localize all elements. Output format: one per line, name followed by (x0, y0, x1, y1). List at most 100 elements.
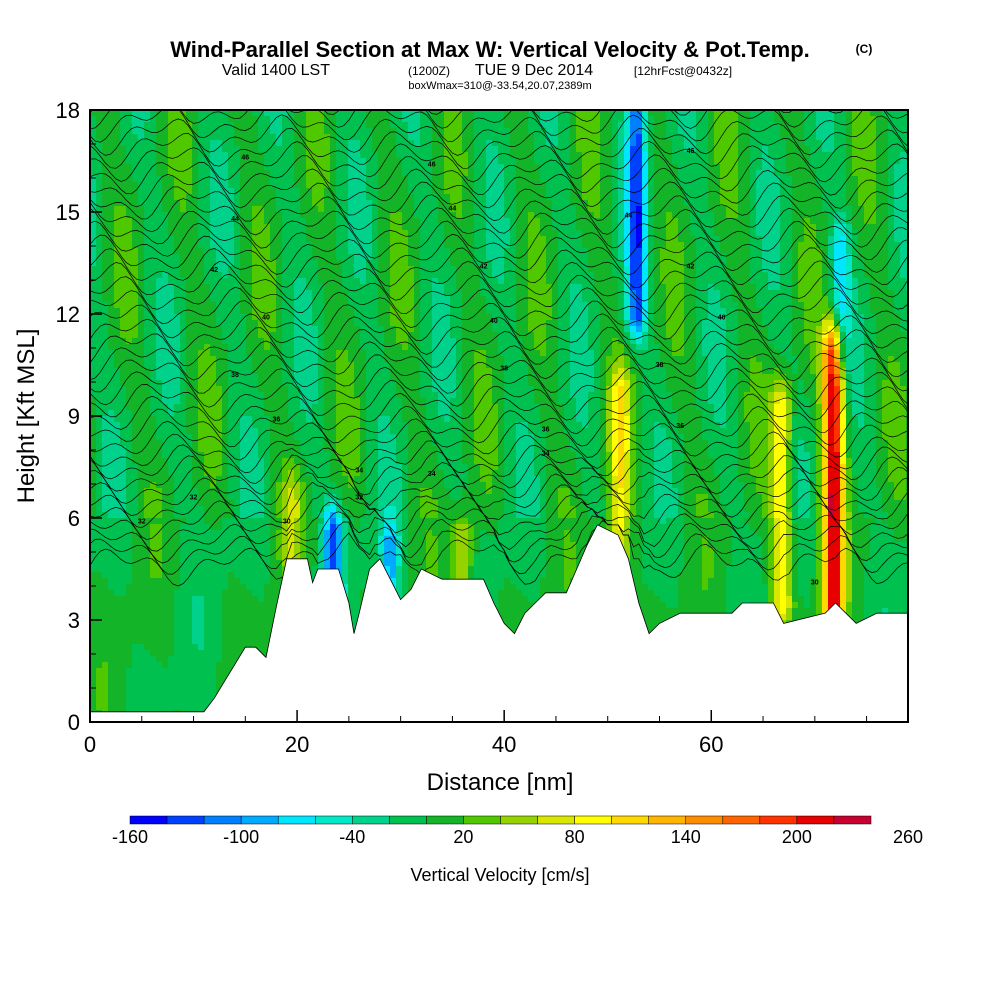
field-cell (336, 410, 343, 417)
field-cell (156, 188, 163, 195)
field-cell (216, 296, 223, 303)
field-cell (120, 644, 127, 651)
field-cell (132, 350, 139, 357)
field-cell (138, 500, 145, 507)
field-cell (156, 608, 163, 615)
field-cell (228, 338, 235, 345)
field-cell (288, 512, 295, 519)
field-cell (120, 170, 127, 177)
field-cell (252, 188, 259, 195)
field-cell (378, 380, 385, 387)
field-cell (360, 338, 367, 345)
field-cell (114, 632, 121, 639)
field-cell (150, 662, 157, 669)
field-cell (294, 410, 301, 417)
field-cell (120, 332, 127, 339)
field-cell (108, 272, 115, 279)
field-cell (348, 356, 355, 363)
field-cell (168, 572, 175, 579)
field-cell (222, 440, 229, 447)
field-cell (108, 656, 115, 663)
field-cell (294, 116, 301, 123)
field-cell (258, 152, 265, 159)
field-cell (264, 326, 271, 333)
field-cell (306, 524, 313, 531)
field-cell (102, 512, 109, 519)
field-cell (222, 314, 229, 321)
field-cell (132, 548, 139, 555)
field-cell (342, 410, 349, 417)
field-cell (246, 398, 253, 405)
field-cell (342, 578, 349, 585)
field-cell (216, 188, 223, 195)
field-cell (102, 116, 109, 123)
field-cell (174, 704, 181, 711)
field-cell (138, 422, 145, 429)
field-cell (192, 338, 199, 345)
field-cell (354, 422, 361, 429)
field-cell (216, 476, 223, 483)
field-cell (156, 206, 163, 213)
field-cell (360, 476, 367, 483)
field-cell (90, 308, 97, 315)
field-cell (210, 194, 217, 201)
field-cell (102, 230, 109, 237)
field-cell (156, 134, 163, 141)
field-cell (108, 110, 115, 117)
field-cell (366, 146, 373, 153)
field-cell (228, 350, 235, 357)
field-cell (228, 110, 235, 117)
field-cell (108, 416, 115, 423)
field-cell (198, 506, 205, 513)
field-cell (300, 362, 307, 369)
field-cell (234, 626, 241, 633)
field-cell (96, 632, 103, 639)
field-cell (192, 374, 199, 381)
field-cell (234, 656, 241, 663)
field-cell (288, 410, 295, 417)
field-cell (354, 182, 361, 189)
field-cell (264, 248, 271, 255)
field-cell (96, 302, 103, 309)
field-cell (378, 422, 385, 429)
field-cell (240, 350, 247, 357)
field-cell (90, 338, 97, 345)
field-cell (360, 356, 367, 363)
field-cell (258, 266, 265, 273)
field-cell (252, 128, 259, 135)
field-cell (216, 482, 223, 489)
field-cell (192, 662, 199, 669)
field-cell (114, 458, 121, 465)
field-cell (132, 638, 139, 645)
field-cell (312, 272, 319, 279)
field-cell (246, 500, 253, 507)
subtitle-box-wmax: boxWmax=310@-33.54,20.07,2389m (408, 80, 591, 92)
field-cell (342, 554, 349, 561)
field-cell (120, 338, 127, 345)
field-cell (168, 518, 175, 525)
field-cell (246, 566, 253, 573)
field-cell (282, 356, 289, 363)
field-cell (132, 488, 139, 495)
field-cell (372, 176, 379, 183)
field-cell (144, 494, 151, 501)
field-cell (270, 248, 277, 255)
field-cell (90, 368, 97, 375)
field-cell (180, 386, 187, 393)
field-cell (150, 470, 157, 477)
field-cell (114, 302, 121, 309)
field-cell (312, 512, 319, 519)
field-cell (198, 416, 205, 423)
field-cell (330, 116, 337, 123)
field-cell (96, 650, 103, 657)
field-cell (114, 698, 121, 705)
field-cell (300, 464, 307, 471)
field-cell (264, 482, 271, 489)
field-cell (228, 650, 235, 657)
field-cell (126, 224, 133, 231)
field-cell (192, 428, 199, 435)
field-cell (318, 278, 325, 285)
field-cell (102, 176, 109, 183)
field-cell (276, 242, 283, 249)
field-cell (192, 170, 199, 177)
